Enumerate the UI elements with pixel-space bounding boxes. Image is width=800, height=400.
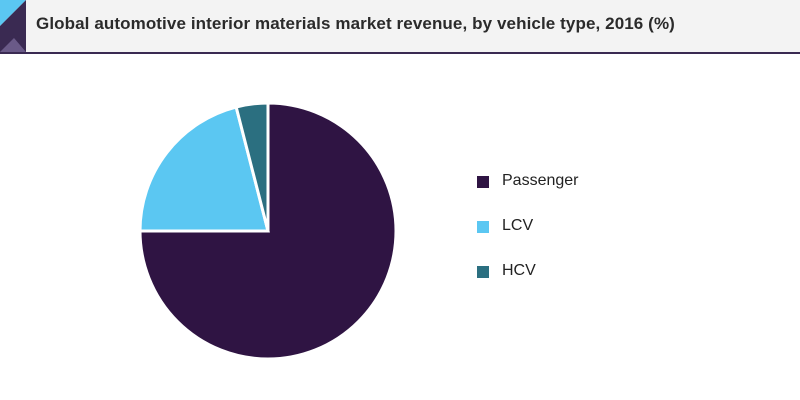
- pie-slices: [138, 101, 398, 361]
- chart-title: Global automotive interior materials mar…: [36, 14, 675, 33]
- legend: Passenger LCV HCV: [477, 172, 579, 307]
- title-bar: Global automotive interior materials mar…: [0, 0, 800, 52]
- legend-item-passenger: Passenger: [477, 172, 579, 217]
- corner-decoration: [0, 0, 26, 52]
- legend-swatch-lcv: [477, 221, 489, 233]
- pie-slice-hcv: [234, 101, 270, 232]
- pie-slice-lcv: [138, 105, 270, 233]
- legend-label-hcv: HCV: [502, 262, 536, 279]
- legend-swatch-hcv: [477, 266, 489, 278]
- legend-item-hcv: HCV: [477, 262, 579, 307]
- pie-slice-passenger: [138, 101, 398, 361]
- legend-label-passenger: Passenger: [502, 172, 579, 189]
- title-divider: [0, 52, 800, 54]
- legend-swatch-passenger: [477, 176, 489, 188]
- legend-label-lcv: LCV: [502, 217, 534, 234]
- legend-item-lcv: LCV: [477, 217, 579, 262]
